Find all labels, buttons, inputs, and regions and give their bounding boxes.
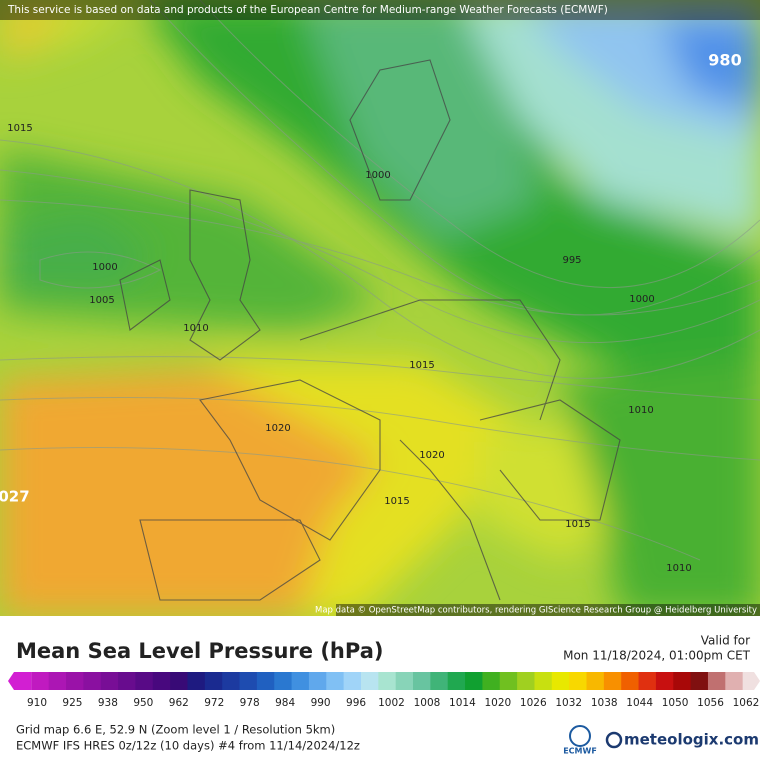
meteologix-icon (605, 731, 623, 749)
colorbar-segment (707, 672, 726, 690)
scale-label: 1056 (697, 697, 724, 709)
contour-label: 1015 (7, 123, 32, 134)
colorbar-segment (152, 672, 171, 690)
colorbar: 910 925 938 950 962 972 978 984 990 996 1002 1008 10… (8, 672, 760, 709)
contour-label: 1000 (365, 170, 390, 181)
contour-label: 027 (0, 488, 30, 506)
scale-label: 962 (169, 697, 189, 709)
contour-label: 1015 (565, 519, 590, 530)
colorbar-segment (326, 672, 345, 690)
colorbar-segment (638, 672, 657, 690)
legend-title: Mean Sea Level Pressure (hPa) (16, 639, 383, 663)
colorbar-segment (170, 672, 188, 690)
colorbar-segment (118, 672, 136, 690)
ecmwf-icon (569, 725, 591, 747)
scale-label: 1014 (449, 697, 476, 709)
contour-label: 980 (708, 51, 741, 70)
colorbar-segment (256, 672, 275, 690)
colorbar-segment (465, 672, 483, 690)
colorbar-arrow (8, 672, 32, 690)
contour-label: 1015 (384, 496, 409, 507)
colorbar-segment (308, 672, 327, 690)
contour-label: 1005 (89, 295, 114, 306)
colorbar-segment (430, 672, 449, 690)
scale-label: 978 (240, 697, 260, 709)
contour-label: 1020 (419, 450, 444, 461)
colorbar-segment (551, 672, 570, 690)
model-info: ECMWF IFS HRES 0z/12z (10 days) #4 from … (16, 739, 360, 753)
contour-label: 1015 (409, 360, 434, 371)
contour-label: 1010 (628, 405, 653, 416)
scale-label: 925 (62, 697, 82, 709)
scale-label: 996 (346, 697, 366, 709)
scale-label: 1044 (626, 697, 653, 709)
contour-label: 995 (562, 255, 581, 266)
colorbar-segment (395, 672, 414, 690)
valid-label: Valid for (701, 634, 750, 648)
contour-label: 1000 (629, 294, 654, 305)
colorbar-segment (447, 672, 466, 690)
colorbar-segment (499, 672, 518, 690)
scale-label: 1062 (733, 697, 760, 709)
colorbar-segment (655, 672, 674, 690)
colorbar-segment (603, 672, 622, 690)
scale-label: 910 (27, 697, 47, 709)
contour-label: 1010 (183, 323, 208, 334)
colorbar-segment (690, 672, 709, 690)
colorbar-segment (534, 672, 553, 690)
scale-label: 950 (133, 697, 153, 709)
colorbar-segment (569, 672, 588, 690)
scale-label: 1038 (591, 697, 618, 709)
ecmwf-logo: ECMWF (563, 747, 597, 756)
scale-label: 1050 (662, 697, 689, 709)
colorbar-segment (673, 672, 692, 690)
notice: This service is based on data and produc… (7, 4, 608, 16)
scale-label: 938 (98, 697, 118, 709)
colorbar-segment (482, 672, 501, 690)
scale-label: 990 (311, 697, 331, 709)
scale-label: 984 (275, 697, 295, 709)
notice-bar (0, 0, 760, 20)
scale-label: 972 (204, 697, 224, 709)
meteologix-logo[interactable]: meteologix.com (624, 731, 759, 749)
scale-label: 1020 (484, 697, 511, 709)
valid-time: Mon 11/18/2024, 01:00pm CET (563, 649, 751, 663)
colorbar-segment (239, 672, 258, 690)
grid-info: Grid map 6.6 E, 52.9 N (Zoom level 1 / R… (16, 723, 335, 737)
contour-label: 1010 (666, 563, 691, 574)
scale-label: 1026 (520, 697, 547, 709)
scale-label: 1008 (414, 697, 441, 709)
colorbar-segment (100, 672, 119, 690)
colorbar-segment (360, 672, 379, 690)
colorbar-segment (31, 672, 50, 690)
attribution: Map data © OpenStreetMap contributors, r… (315, 606, 757, 616)
coastlines (119, 59, 621, 601)
scale-label: 1002 (378, 697, 405, 709)
colorbar-arrow (742, 672, 760, 690)
colorbar-segment (413, 672, 431, 690)
map (0, 0, 760, 616)
colorbar-segment (222, 672, 241, 690)
contour-label: 1020 (265, 423, 290, 434)
isobars (0, 0, 760, 561)
colorbar-segment (204, 672, 223, 690)
scale-label: 1032 (555, 697, 582, 709)
colorbar-segment (291, 672, 310, 690)
colorbar-segment (343, 672, 362, 690)
colorbar-segment (48, 672, 67, 690)
colorbar-segment (66, 672, 84, 690)
colorbar-segment (586, 672, 605, 690)
colorbar-segment (135, 672, 154, 690)
colorbar-segment (187, 672, 206, 690)
colorbar-segment (378, 672, 397, 690)
colorbar-segment (517, 672, 535, 690)
attribution-bar (336, 604, 760, 616)
colorbar-segment (274, 672, 293, 690)
contour-label: 1000 (92, 262, 117, 273)
colorbar-segment (621, 672, 640, 690)
colorbar-segment (83, 672, 102, 690)
colorbar-segment (725, 672, 744, 690)
